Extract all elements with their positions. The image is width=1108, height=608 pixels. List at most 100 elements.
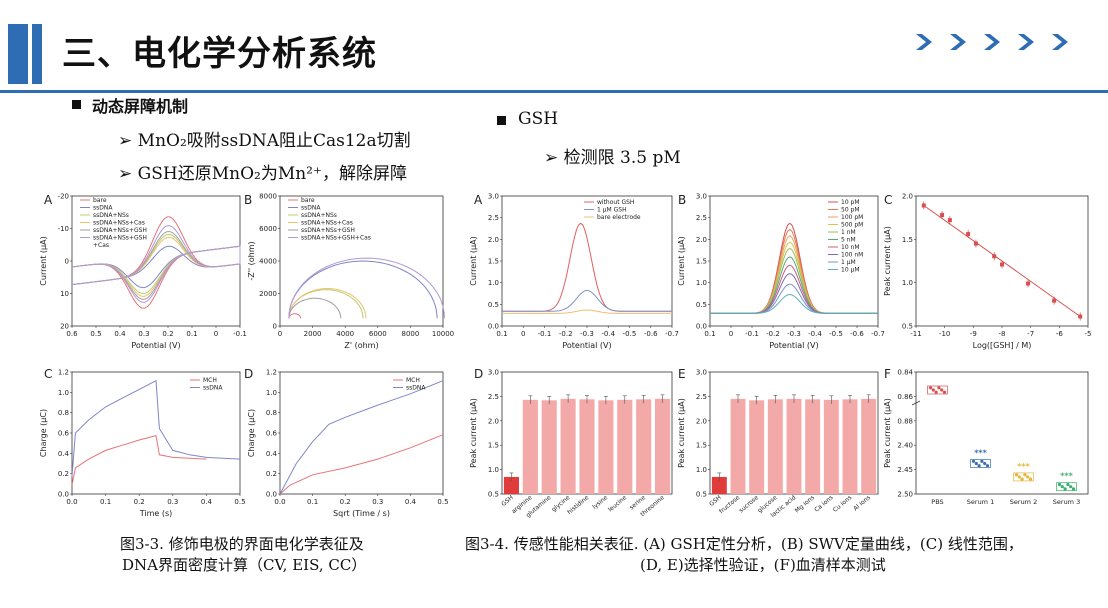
x-tick-label: 0 — [729, 330, 733, 338]
legend-label: without GSH — [597, 199, 634, 206]
legend-label: ssDNA+NSs+GSH — [93, 235, 147, 242]
y-tick-label: 0.5 — [696, 491, 707, 499]
x-tick-label: -0.2 — [559, 330, 573, 338]
y-tick-label: 1.0 — [488, 466, 499, 474]
bullet-square-icon — [497, 116, 506, 125]
legend-label: ssDNA — [406, 385, 426, 392]
y-axis-label: Current (μA) — [39, 236, 48, 285]
panel-letter: D — [474, 367, 483, 381]
panel-letter: D — [244, 367, 253, 381]
data-point — [1066, 482, 1070, 487]
legend-label: ssDNA+NSs+GSH — [301, 227, 355, 234]
x-tick-label: 2000 — [304, 330, 322, 338]
x-tick-label: 0.2 — [134, 498, 145, 506]
chevron-right-icon — [984, 34, 1000, 50]
chevron-right-icon — [1018, 34, 1034, 50]
data-point — [983, 461, 987, 466]
data-point — [1052, 298, 1057, 303]
swv-curve — [502, 309, 672, 314]
y-tick-label: 1.0 — [696, 466, 707, 474]
category-label: GSH — [500, 494, 514, 508]
x-tick-label: 0.0 — [274, 498, 285, 506]
y-tick-label: 2.0 — [488, 417, 499, 425]
x-tick-label: 0.5 — [437, 498, 448, 506]
x-tick-label: -0.6 — [644, 330, 658, 338]
box — [1013, 472, 1034, 482]
left-bullet-2: ➢ GSH还原MnO₂为Mn²⁺，解除屏障 — [118, 164, 407, 184]
x-tick-label: 0.2 — [162, 330, 173, 338]
x-tick-label: 0 — [278, 330, 282, 338]
legend-label: ssDNA — [93, 205, 113, 212]
category-label: Serum 2 — [1010, 498, 1037, 506]
category-label: PBS — [931, 498, 943, 506]
x-tick-label: 0 — [521, 330, 525, 338]
box — [927, 385, 948, 395]
y-tick-label: 2.5 — [696, 393, 707, 401]
right-bullet-1: ➢ 检测限 3.5 pM — [544, 148, 681, 168]
data-point — [973, 241, 978, 246]
data-point — [985, 464, 990, 468]
panel-letter: C — [44, 367, 52, 381]
axis-break — [911, 400, 921, 406]
x-tick-label: 0.1 — [307, 498, 318, 506]
left-bullet-2-text: GSH还原MnO₂为Mn²⁺，解除屏障 — [137, 164, 407, 184]
box — [1056, 482, 1077, 492]
y-tick-label: 0.4 — [266, 450, 278, 458]
category-label: leucine — [607, 494, 628, 513]
bar — [861, 398, 877, 494]
y-tick-label: 0.0 — [266, 491, 277, 499]
legend-label: ssDNA+NSs+GSH — [93, 227, 147, 234]
y-tick-label: 4000 — [259, 258, 277, 266]
y-tick-label: 1.5 — [488, 258, 499, 266]
bar — [655, 398, 671, 494]
panel-letter: B — [244, 193, 252, 207]
x-axis-label: Potential (V) — [131, 341, 180, 350]
y-tick-label: 2.5 — [696, 214, 707, 222]
y-tick-label: 2.0 — [696, 236, 707, 244]
data-point — [1071, 487, 1076, 491]
bar — [541, 400, 557, 494]
left-bullet-1: ➢ MnO₂吸附ssDNA阻止Cas12a切割 — [118, 131, 411, 151]
y-tick-label: 2.0 — [488, 236, 499, 244]
x-tick-label: -5 — [1085, 330, 1092, 338]
x-axis-label: Potential (V) — [562, 341, 611, 350]
data-point — [992, 254, 997, 259]
x-tick-label: 0.5 — [234, 498, 245, 506]
x-tick-label: -9 — [970, 330, 977, 338]
right-heading: GSH — [518, 109, 559, 129]
title-accent-bar-thin — [32, 24, 42, 84]
legend-label: 50 pM — [841, 207, 860, 214]
bar — [711, 476, 727, 494]
bar — [823, 399, 839, 494]
y-tick-label: 0.4 — [58, 450, 70, 458]
x-tick-label: -0.5 — [829, 330, 843, 338]
swv-curve — [710, 283, 878, 314]
y-tick-label: 1.5 — [488, 442, 499, 450]
y-tick-label: 0.6 — [266, 430, 278, 438]
panel-letter: C — [884, 193, 892, 207]
y-tick-label: 1.5 — [696, 442, 707, 450]
title-divider — [0, 90, 1108, 93]
y-axis-label: Current (μA) — [469, 236, 478, 285]
chevron-right-icon — [916, 34, 932, 50]
bar — [522, 399, 538, 494]
x-tick-label: -11 — [910, 330, 921, 338]
legend-label: ssDNA+NSs — [301, 212, 337, 219]
y-tick-label: 1.0 — [58, 389, 69, 397]
category-label: Cu ions — [832, 494, 853, 514]
y-axis-label: Current (μA) — [677, 236, 686, 285]
significance-label: *** — [974, 449, 987, 458]
legend-label: 1 nM — [841, 229, 856, 236]
y-tick-label: 0.5 — [902, 323, 913, 331]
x-tick-label: 6000 — [369, 330, 387, 338]
x-axis-label: Potential (V) — [769, 341, 818, 350]
data-point — [1063, 487, 1067, 491]
page-title: 三、电化学分析系统 — [62, 34, 377, 74]
x-tick-label: 0.4 — [201, 498, 213, 506]
x-tick-label: 0.3 — [167, 498, 178, 506]
y-tick-label: 1.5 — [902, 236, 913, 244]
data-point — [1026, 281, 1031, 286]
data-point — [1000, 262, 1004, 267]
y-tick-label: 2.45 — [897, 466, 913, 474]
